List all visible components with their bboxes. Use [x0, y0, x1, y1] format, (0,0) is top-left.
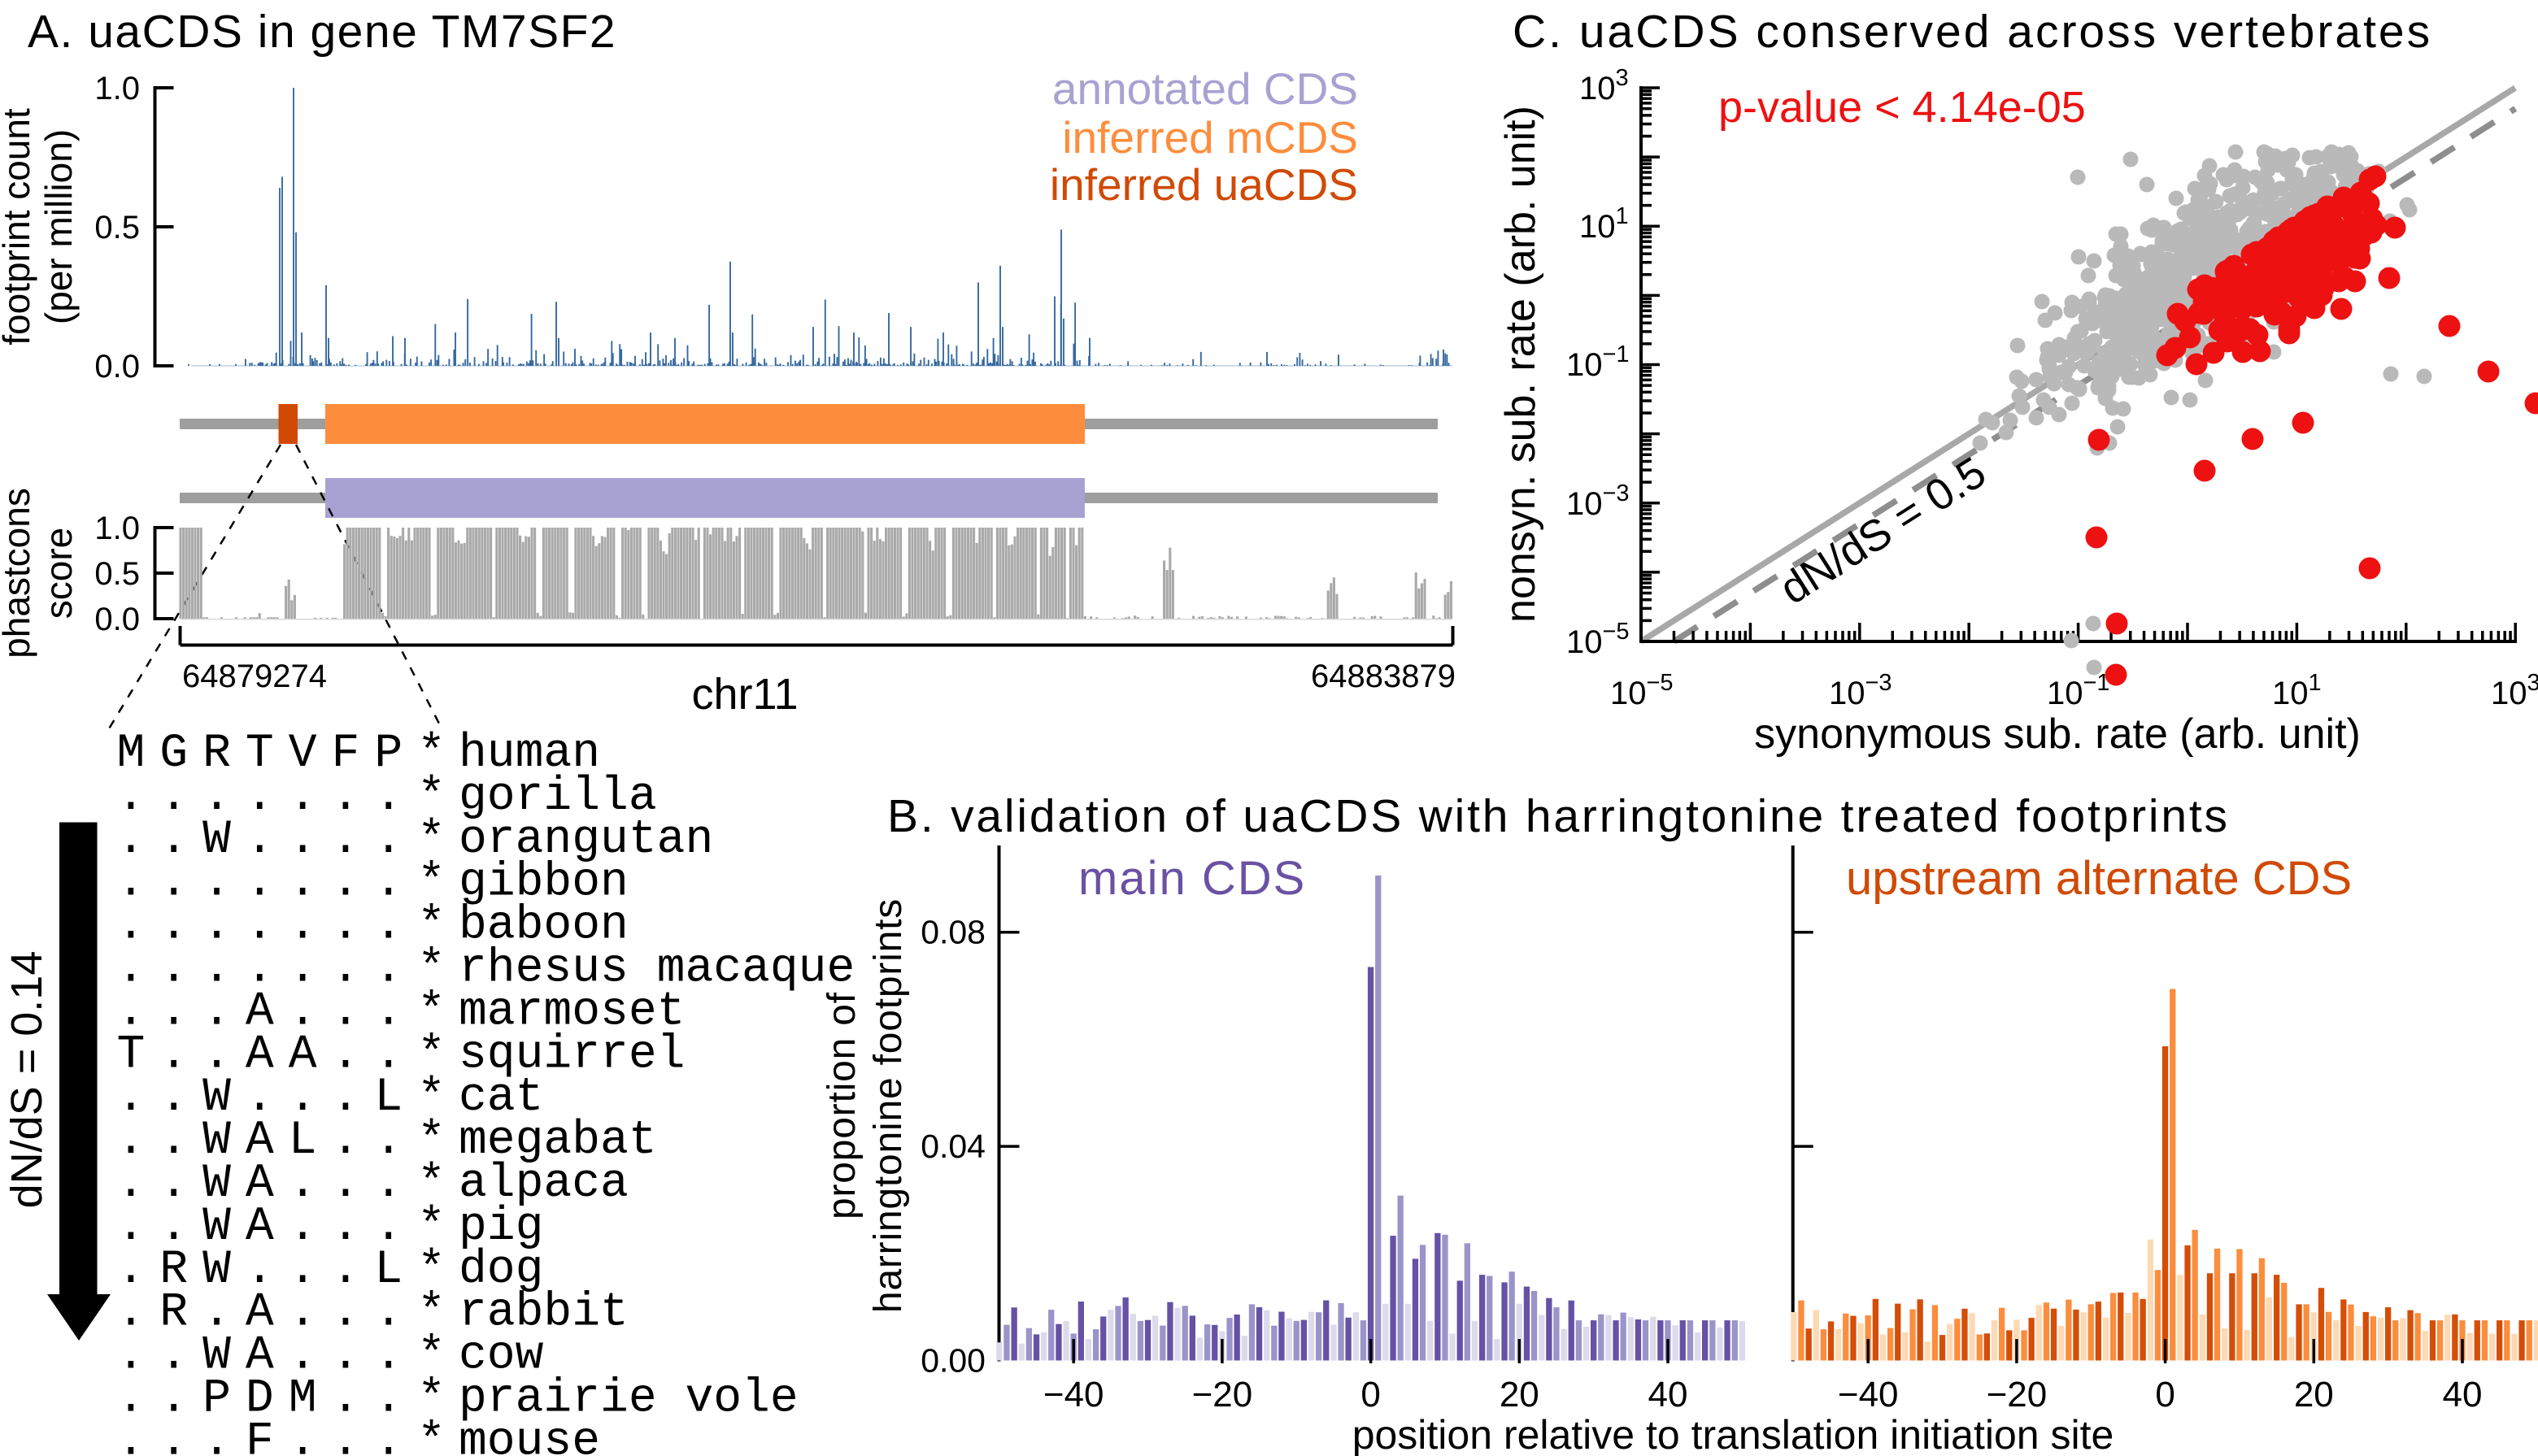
svg-text:10−3: 10−3 [1829, 670, 1892, 711]
svg-text:cat: cat [459, 1071, 543, 1124]
svg-text:upstream alternate CDS: upstream alternate CDS [1846, 852, 2352, 905]
svg-text:.......*: .......* [117, 771, 460, 824]
svg-text:..WA...*: ..WA...* [117, 1330, 460, 1383]
svg-text:T..AA..*: T..AA..* [117, 1028, 460, 1081]
svg-text:B. validation of uaCDS with ha: B. validation of uaCDS with harringtonin… [887, 790, 2230, 842]
svg-text:.R.A...*: .R.A...* [117, 1287, 460, 1340]
svg-text:phastcons: phastcons [0, 488, 37, 658]
svg-text:10−5: 10−5 [1566, 619, 1630, 660]
svg-text:...A...*: ...A...* [117, 985, 460, 1038]
svg-text:0.0: 0.0 [94, 602, 140, 637]
svg-text:gibbon: gibbon [459, 857, 629, 910]
svg-text:..W...L*: ..W...L* [117, 1071, 460, 1124]
svg-text:40: 40 [2443, 1375, 2483, 1415]
svg-text:0.5: 0.5 [94, 556, 140, 592]
svg-text:pig: pig [459, 1201, 543, 1254]
svg-text:0: 0 [1360, 1375, 1380, 1415]
svg-text:cow: cow [459, 1330, 544, 1383]
svg-text:A. uaCDS in gene TM7SF2: A. uaCDS in gene TM7SF2 [28, 6, 616, 58]
svg-text:64879274: 64879274 [182, 658, 327, 694]
svg-text:0.00: 0.00 [921, 1342, 986, 1380]
svg-text:−20: −20 [1987, 1375, 2048, 1415]
svg-text:..PDM..*: ..PDM..* [117, 1373, 460, 1426]
svg-text:−40: −40 [1043, 1375, 1104, 1415]
svg-text:.......*: .......* [117, 857, 460, 910]
svg-text:0.0: 0.0 [94, 349, 140, 385]
svg-text:..W....*: ..W....* [117, 814, 460, 867]
svg-text:−20: −20 [1192, 1375, 1253, 1415]
svg-text:squirrel: squirrel [459, 1028, 685, 1081]
svg-text:alpaca: alpaca [459, 1158, 629, 1210]
svg-text:score: score [37, 528, 80, 619]
svg-text:C. uaCDS conserved across vert: C. uaCDS conserved across vertebrates [1513, 6, 2432, 58]
svg-text:marmoset: marmoset [459, 985, 685, 1038]
svg-text:harringtonine footprints: harringtonine footprints [867, 898, 910, 1313]
svg-text:gorilla: gorilla [459, 771, 657, 824]
svg-text:position relative to translati: position relative to translation initiat… [1352, 1412, 2114, 1456]
svg-text:.RW...L*: .RW...L* [117, 1244, 460, 1297]
svg-text:64883879: 64883879 [1311, 658, 1456, 694]
svg-text:human: human [459, 728, 600, 780]
svg-text:megabat: megabat [459, 1115, 657, 1167]
svg-text:−40: −40 [1838, 1375, 1899, 1415]
svg-text:40: 40 [1648, 1375, 1688, 1415]
svg-text:synonymous sub. rate (arb. uni: synonymous sub. rate (arb. unit) [1754, 711, 2361, 758]
svg-text:chr11: chr11 [691, 670, 798, 719]
svg-text:annotated CDS: annotated CDS [1052, 63, 1358, 114]
svg-text:dN/dS = 0.14: dN/dS = 0.14 [2, 951, 51, 1209]
svg-text:0.08: 0.08 [921, 914, 986, 951]
svg-text:(per million): (per million) [37, 129, 80, 324]
svg-text:.......*: .......* [117, 900, 460, 953]
svg-text:inferred uaCDS: inferred uaCDS [1050, 159, 1358, 210]
svg-text:MGRTVFP*: MGRTVFP* [117, 728, 460, 780]
svg-text:prairie vole: prairie vole [459, 1373, 799, 1426]
svg-text:rhesus macaque: rhesus macaque [459, 943, 855, 996]
svg-text:rabbit: rabbit [459, 1287, 629, 1340]
svg-text:0.5: 0.5 [94, 210, 140, 246]
svg-text:p-value < 4.14e-05: p-value < 4.14e-05 [1718, 83, 2086, 132]
svg-text:baboon: baboon [459, 900, 629, 953]
svg-text:proportion of: proportion of [821, 992, 864, 1219]
svg-text:dog: dog [459, 1244, 543, 1297]
svg-text:...F...*: ...F...* [117, 1415, 460, 1456]
svg-text:0.04: 0.04 [921, 1128, 986, 1165]
svg-text:orangutan: orangutan [459, 814, 713, 867]
svg-text:0: 0 [2155, 1375, 2174, 1415]
svg-text:..WA...*: ..WA...* [117, 1201, 460, 1254]
svg-text:main CDS: main CDS [1078, 852, 1306, 905]
svg-text:20: 20 [2294, 1375, 2334, 1415]
svg-text:footprint count: footprint count [0, 108, 37, 346]
svg-text:20: 20 [1500, 1375, 1539, 1415]
svg-text:1.0: 1.0 [94, 511, 140, 546]
svg-text:mouse: mouse [459, 1415, 600, 1456]
svg-text:1.0: 1.0 [94, 71, 140, 106]
svg-text:inferred mCDS: inferred mCDS [1062, 112, 1358, 163]
svg-text:..WA...*: ..WA...* [117, 1158, 460, 1210]
svg-text:..WAL..*: ..WAL..* [117, 1115, 460, 1167]
svg-text:nonsyn. sub. rate (arb. unit): nonsyn. sub. rate (arb. unit) [1497, 106, 1544, 623]
svg-text:.......*: .......* [117, 943, 460, 996]
